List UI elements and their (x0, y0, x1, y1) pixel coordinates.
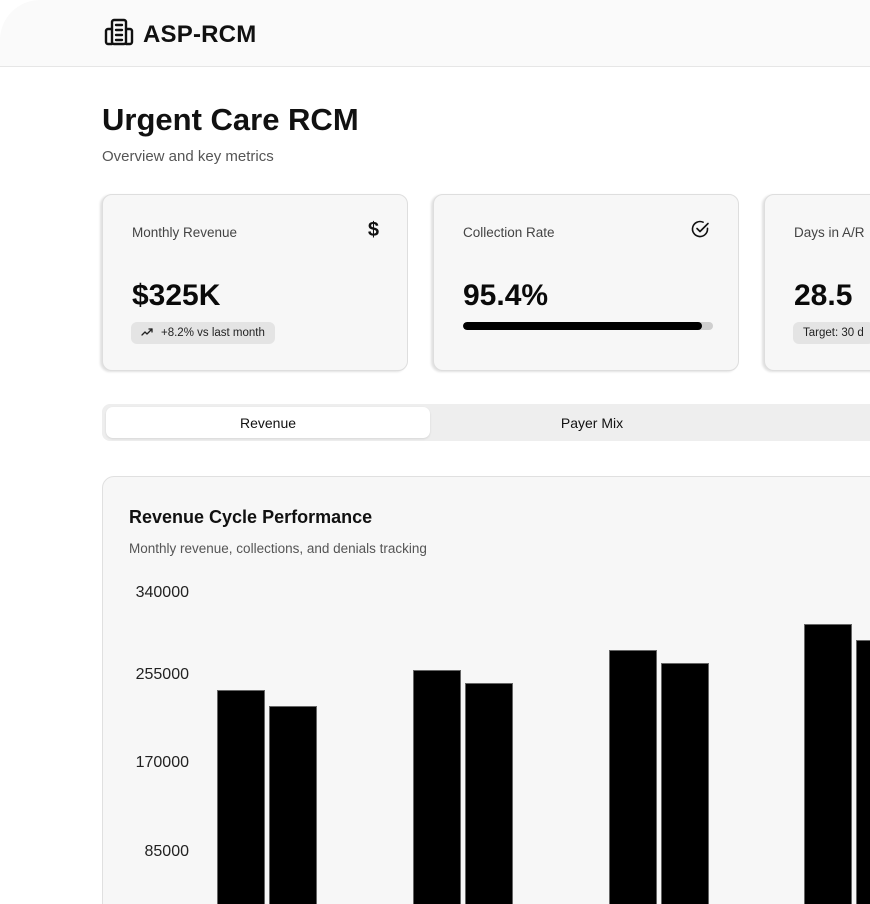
chart-bar[interactable] (609, 649, 657, 904)
trending-up-icon (141, 327, 153, 339)
chart-title: Revenue Cycle Performance (129, 507, 373, 527)
metric-card-days-in-ar: Days in A/R 28.5 Target: 30 d (764, 194, 870, 371)
metric-value: 28.5 (794, 279, 853, 312)
metric-value: 95.4% (463, 279, 549, 312)
view-tabs: Revenue Payer Mix (102, 404, 870, 441)
tab-payer-mix[interactable]: Payer Mix (560, 414, 624, 431)
chart-bar[interactable] (413, 670, 461, 904)
chart-bar[interactable] (217, 690, 265, 904)
metric-label: Collection Rate (463, 225, 555, 240)
metric-value: $325K (132, 279, 221, 312)
page-subtitle: Overview and key metrics (102, 148, 274, 165)
metric-card-monthly-revenue: Monthly Revenue $ $325K +8.2% vs last mo… (102, 194, 408, 371)
target-text: Target: 30 d (803, 327, 864, 339)
chart-subtitle: Monthly revenue, collections, and denial… (129, 541, 427, 556)
progress-fill (463, 322, 702, 330)
building-icon (103, 17, 135, 52)
brand-name: ASP-RCM (143, 20, 257, 48)
chart-bar[interactable] (856, 639, 870, 904)
target-badge: Target: 30 d (793, 322, 870, 344)
y-axis-tick: 85000 (144, 843, 190, 860)
metric-card-collection-rate: Collection Rate 95.4% (433, 194, 739, 371)
revenue-cycle-chart-card: Revenue Cycle Performance Monthly revenu… (102, 476, 870, 904)
page-title: Urgent Care RCM (102, 102, 359, 137)
check-circle-icon (690, 219, 710, 245)
chart-bar[interactable] (465, 683, 513, 904)
y-axis-tick: 170000 (135, 754, 189, 771)
chart-bar[interactable] (661, 663, 709, 904)
collection-progress-bar (463, 322, 713, 330)
metric-label: Days in A/R (794, 225, 865, 240)
metric-label: Monthly Revenue (132, 225, 238, 240)
chart-bar[interactable] (269, 705, 317, 904)
trend-badge: +8.2% vs last month (131, 322, 275, 344)
top-bar: ASP-RCM (0, 0, 870, 67)
y-axis-tick: 255000 (135, 666, 189, 683)
dollar-icon: $ (367, 219, 379, 241)
chart-bar[interactable] (804, 624, 852, 904)
trend-text: +8.2% vs last month (161, 327, 265, 339)
y-axis-tick: 340000 (135, 584, 189, 601)
brand[interactable]: ASP-RCM (103, 17, 256, 52)
tab-revenue[interactable]: Revenue (106, 407, 430, 438)
